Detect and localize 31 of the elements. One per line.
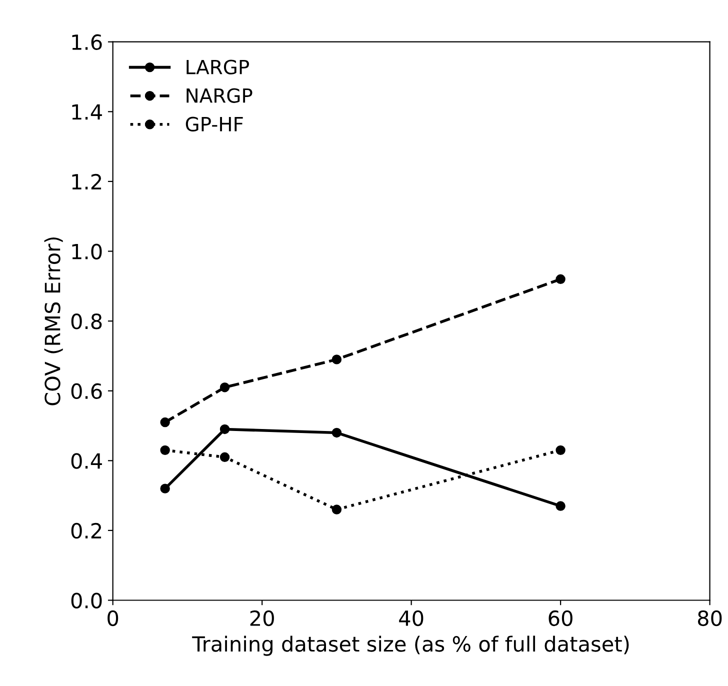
y-axis-title: COV (RMS Error) [44,237,63,406]
y-tick-label: 0.2 [71,522,102,539]
legend-label: GP-HF [186,116,243,132]
y-tick-label: 0.6 [71,383,102,400]
point [160,417,170,428]
y-tick-label: 1.6 [72,34,102,50]
x-axis-title: Training dataset size (as % of full dataset) [192,636,629,656]
point [332,504,342,514]
y-tick-label: 0.8 [71,314,102,330]
y-tick-label: 1.2 [72,174,102,190]
point [220,452,230,462]
point [332,428,342,438]
point [556,274,566,284]
y-tick-label: 0.4 [71,453,102,469]
point [332,354,342,364]
y-tick-label: 1.0 [72,244,102,260]
x-tick-label: 40 [399,610,424,626]
x-tick-label: 20 [250,610,274,626]
x-tick-label: 0 [108,610,118,626]
point [556,445,566,456]
y-tick-label: 0.0 [71,592,102,608]
point [160,445,170,456]
y-tick-label: 1.4 [72,104,102,120]
x-tick-label: 60 [548,610,572,626]
point [220,382,230,392]
point [220,424,230,434]
legend-label: LARGP [186,60,249,74]
point [160,484,170,494]
point [556,501,566,511]
legend-label: NARGP [186,88,252,103]
x-tick-label: 80 [698,610,722,626]
